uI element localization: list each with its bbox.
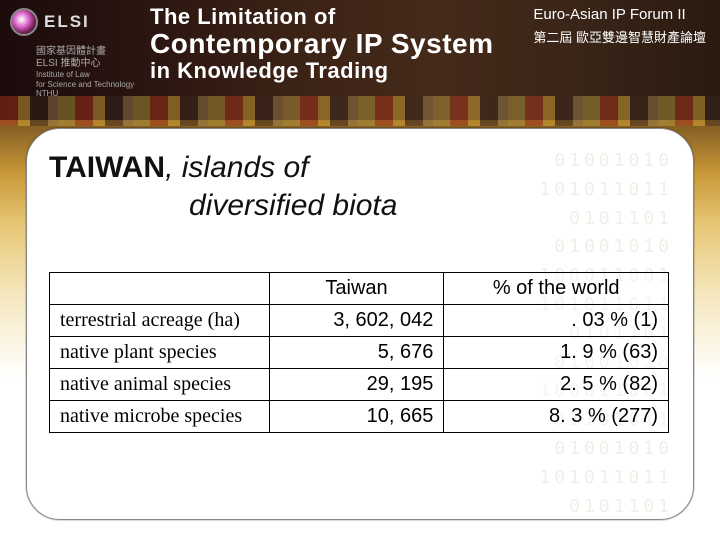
forum-block: Euro-Asian IP Forum II 第二屆 歐亞雙邊智慧財產論壇 xyxy=(533,6,706,46)
row-value: 3, 602, 042 xyxy=(269,305,444,337)
heading-taiwan: TAIWAN xyxy=(49,151,165,184)
table-row: native plant species 5, 676 1. 9 % (63) xyxy=(50,337,669,369)
banner-title-line2: Contemporary IP System xyxy=(150,28,494,60)
row-pct: 1. 9 % (63) xyxy=(444,337,669,369)
row-pct: 8. 3 % (277) xyxy=(444,401,669,433)
col-header-pct: % of the world xyxy=(444,273,669,305)
elsi-logo: ELSI xyxy=(10,8,90,36)
banner-title-line3: in Knowledge Trading xyxy=(150,58,494,84)
heading-rest2: diversified biota xyxy=(49,187,671,225)
row-label: native animal species xyxy=(50,369,270,401)
row-label: terrestrial acreage (ha) xyxy=(50,305,270,337)
stripe-band xyxy=(0,96,720,126)
row-label: native plant species xyxy=(50,337,270,369)
elsi-circle-icon xyxy=(10,8,38,36)
slide-root: ELSI 國家基因體計畫 ELSI 推動中心 Institute of Law … xyxy=(0,0,720,540)
forum-cjk: 第二屆 歐亞雙邊智慧財產論壇 xyxy=(533,27,706,46)
row-pct: . 03 % (1) xyxy=(444,305,669,337)
sublogo-cjk: 國家基因體計畫 ELSI 推動中心 xyxy=(36,46,136,70)
row-value: 29, 195 xyxy=(269,369,444,401)
row-value: 10, 665 xyxy=(269,401,444,433)
col-header-empty xyxy=(50,273,270,305)
forum-en: Euro-Asian IP Forum II xyxy=(533,6,706,23)
row-value: 5, 676 xyxy=(269,337,444,369)
row-label: native microbe species xyxy=(50,401,270,433)
table-row: native microbe species 10, 665 8. 3 % (2… xyxy=(50,401,669,433)
heading-rest1: , islands of xyxy=(165,151,308,184)
table-row: terrestrial acreage (ha) 3, 602, 042 . 0… xyxy=(50,305,669,337)
row-pct: 2. 5 % (82) xyxy=(444,369,669,401)
table-header-row: Taiwan % of the world xyxy=(50,273,669,305)
content-card: 01001010 101011011 0101101 01001010 1000… xyxy=(26,128,694,520)
sublogo: 國家基因體計畫 ELSI 推動中心 Institute of Law for S… xyxy=(36,46,136,99)
col-header-taiwan: Taiwan xyxy=(269,273,444,305)
elsi-label: ELSI xyxy=(44,12,90,32)
banner-title: The Limitation of Contemporary IP System… xyxy=(150,4,494,84)
banner-title-line1: The Limitation of xyxy=(150,4,494,30)
table-row: native animal species 29, 195 2. 5 % (82… xyxy=(50,369,669,401)
sublogo-en: Institute of Law for Science and Technol… xyxy=(36,70,136,99)
biota-table: Taiwan % of the world terrestrial acreag… xyxy=(49,272,669,433)
slide-heading: TAIWAN, islands of diversified biota xyxy=(49,149,671,224)
